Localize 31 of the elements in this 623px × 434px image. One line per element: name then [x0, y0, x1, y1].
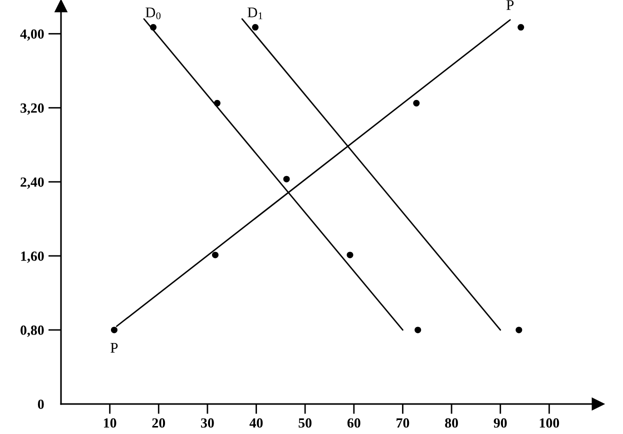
- point: [252, 24, 259, 31]
- x-tick-label: 50: [298, 418, 312, 428]
- point: [414, 326, 422, 334]
- y-tick-label: 2,40: [20, 177, 44, 189]
- x-tick-label: 80: [445, 418, 458, 428]
- annotation: P: [110, 343, 118, 353]
- point: [150, 24, 157, 31]
- x-tick-label: 40: [250, 418, 263, 428]
- annotation: D$_{0}$: [146, 8, 161, 20]
- x-tick-label: 90: [494, 418, 507, 428]
- point: [283, 176, 290, 182]
- y-tick-label: 4,00: [20, 29, 44, 41]
- point: [214, 100, 220, 106]
- y-tick-label: 3,20: [20, 103, 44, 115]
- x-tick-label: 20: [152, 418, 166, 428]
- x-tick-label: 70: [396, 418, 410, 428]
- point: [212, 252, 219, 258]
- x-tick-label: 30: [201, 418, 214, 428]
- point: [516, 326, 522, 334]
- point: [518, 24, 524, 31]
- y-tick-label: 1,60: [21, 251, 44, 263]
- annotation: D$_{1}$: [248, 8, 262, 20]
- point: [346, 252, 354, 258]
- y-tick-label: 0: [38, 400, 44, 409]
- point: [413, 100, 420, 106]
- x-tick-label: 100: [540, 418, 560, 428]
- x-tick-label: 60: [347, 418, 360, 428]
- x-tick-label: 10: [104, 418, 116, 428]
- y-tick-label: 0,80: [20, 326, 44, 337]
- point: [110, 326, 118, 334]
- annotation: P: [506, 0, 514, 10]
